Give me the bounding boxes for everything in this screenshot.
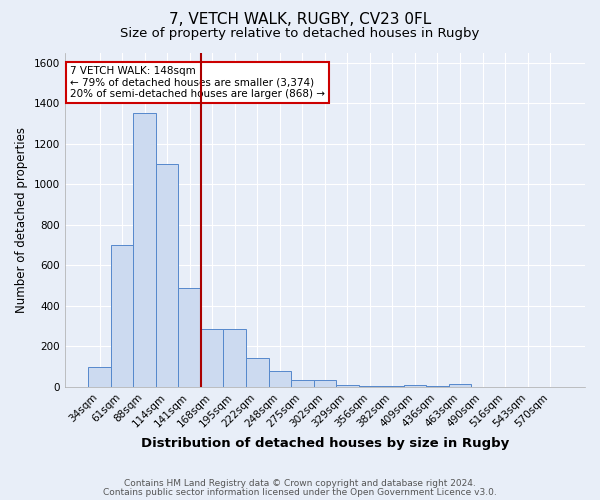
Bar (178, 288, 201, 387)
Bar (246, 358, 269, 387)
X-axis label: Distribution of detached houses by size in Rugby: Distribution of detached houses by size … (141, 437, 509, 450)
Text: Contains public sector information licensed under the Open Government Licence v3: Contains public sector information licen… (103, 488, 497, 497)
Bar (269, 370, 291, 387)
Bar (291, 380, 314, 387)
Bar (381, 386, 404, 387)
Bar (359, 386, 381, 387)
Bar (449, 384, 471, 387)
Bar (88, 366, 111, 387)
Text: Contains HM Land Registry data © Crown copyright and database right 2024.: Contains HM Land Registry data © Crown c… (124, 478, 476, 488)
Bar (223, 329, 246, 387)
Bar (111, 245, 133, 387)
Bar (314, 380, 336, 387)
Text: Size of property relative to detached houses in Rugby: Size of property relative to detached ho… (121, 28, 479, 40)
Bar (336, 385, 359, 387)
Bar (133, 114, 156, 387)
Bar (426, 386, 449, 387)
Bar (156, 164, 178, 387)
Bar (404, 385, 426, 387)
Bar (201, 329, 223, 387)
Y-axis label: Number of detached properties: Number of detached properties (15, 126, 28, 312)
Text: 7 VETCH WALK: 148sqm
← 79% of detached houses are smaller (3,374)
20% of semi-de: 7 VETCH WALK: 148sqm ← 79% of detached h… (70, 66, 325, 99)
Text: 7, VETCH WALK, RUGBY, CV23 0FL: 7, VETCH WALK, RUGBY, CV23 0FL (169, 12, 431, 28)
